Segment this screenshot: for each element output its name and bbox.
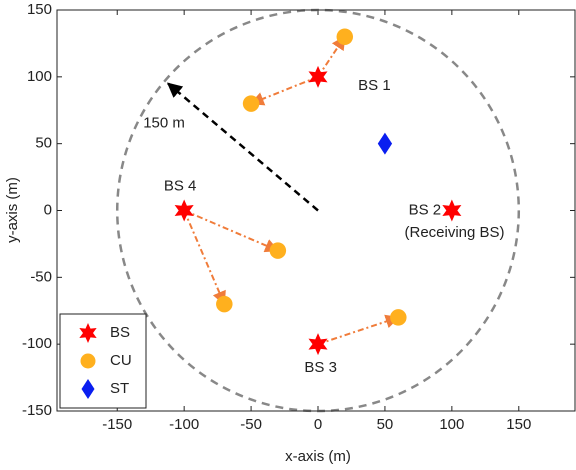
- arrow: [183, 209, 280, 253]
- x-tick-label: 0: [314, 416, 322, 433]
- point: [269, 242, 287, 259]
- legend-label: BS: [110, 324, 130, 341]
- point: [377, 132, 393, 155]
- annotation: BS 2: [409, 201, 442, 218]
- x-axis-label: x-axis (m): [285, 448, 351, 465]
- y-tick-label: -50: [30, 268, 52, 285]
- legend-box: [59, 313, 147, 409]
- point: [174, 199, 194, 222]
- point: [336, 28, 354, 45]
- y-tick-label: 50: [35, 135, 52, 152]
- annotation: 150 m: [143, 115, 185, 132]
- arrow: [249, 75, 319, 106]
- arrow: [166, 82, 319, 212]
- legend-swatch: [79, 323, 97, 343]
- y-axis-label: y-axis (m): [4, 177, 21, 243]
- x-tick-label: -150: [102, 416, 132, 433]
- annotation: BS 1: [358, 77, 391, 94]
- legend-label: ST: [110, 380, 129, 397]
- legend-swatch: [81, 379, 95, 399]
- y-tick-label: 150: [27, 1, 52, 18]
- point: [242, 95, 260, 112]
- y-tick-label: 100: [27, 68, 52, 85]
- x-tick-label: 50: [377, 416, 394, 433]
- point: [442, 199, 462, 222]
- legend-label: CU: [110, 352, 132, 369]
- point: [216, 295, 233, 313]
- point: [308, 65, 328, 88]
- point: [308, 333, 328, 356]
- x-tick-label: 150: [506, 416, 531, 433]
- arrow: [317, 314, 400, 346]
- x-tick-label: 100: [439, 416, 464, 433]
- y-tick-label: -100: [22, 335, 52, 352]
- arrow: [183, 210, 226, 306]
- point: [390, 309, 407, 326]
- annotation: BS 3: [304, 359, 337, 376]
- legend: BS CU ST: [59, 313, 147, 409]
- y-tick-label: 0: [44, 201, 52, 218]
- annotation: BS 4: [164, 177, 197, 194]
- axes-box: [56, 9, 576, 412]
- y-tick-label: -150: [22, 402, 52, 419]
- x-tick-label: -50: [240, 416, 262, 433]
- arrow: [317, 35, 346, 78]
- annotation: (Receiving BS): [405, 224, 505, 241]
- legend-swatch: [80, 353, 96, 369]
- x-tick-label: -100: [169, 416, 199, 433]
